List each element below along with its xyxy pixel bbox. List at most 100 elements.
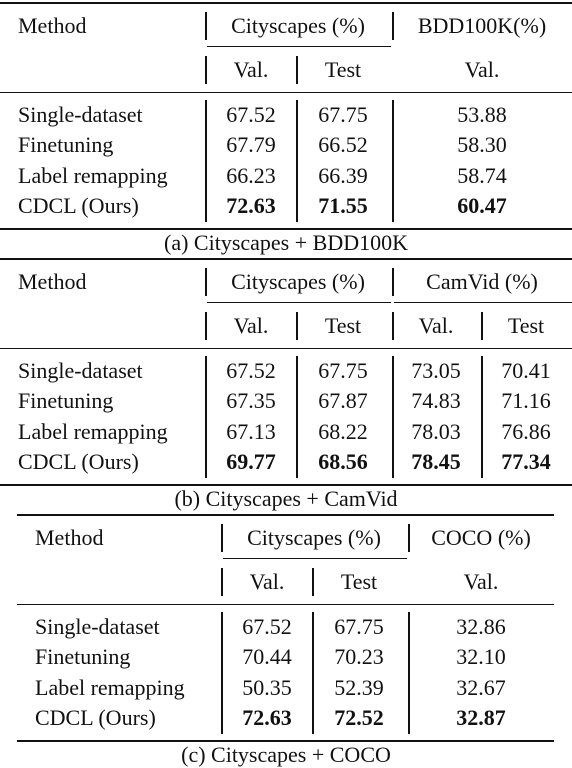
cell-value: 73.05 xyxy=(411,358,461,383)
cell-value: 71.16 xyxy=(501,388,551,413)
cell-value-best: 60.47 xyxy=(457,193,507,218)
subheader-val: Val. xyxy=(249,569,285,594)
row-method: Finetuning xyxy=(18,388,114,413)
row-method: Finetuning xyxy=(18,132,114,157)
body-divider xyxy=(221,612,223,734)
subheader-test: Test xyxy=(507,313,545,338)
subheader-val: Val. xyxy=(233,313,269,338)
bottom-rule xyxy=(0,228,572,230)
cell-value: 50.35 xyxy=(242,675,292,700)
group-header-bdd100k: BDD100K(%) xyxy=(417,13,547,38)
top-rule xyxy=(0,258,572,260)
table-b: Method Cityscapes (%) CamVid (%) Val. Te… xyxy=(0,256,572,512)
cell-value: 52.39 xyxy=(334,675,384,700)
cell-value: 66.52 xyxy=(318,132,368,157)
cell-value-best: 72.63 xyxy=(242,705,292,730)
row-method: Label remapping xyxy=(18,419,168,444)
cell-value-best: 71.55 xyxy=(318,193,368,218)
header-divider xyxy=(205,268,207,296)
method-header: Method xyxy=(18,13,87,38)
bottom-rule xyxy=(0,484,572,486)
top-rule xyxy=(17,514,554,516)
table-caption: (c) Cityscapes + COCO xyxy=(181,742,391,767)
body-divider xyxy=(205,100,207,222)
subheader-val: Val. xyxy=(418,313,454,338)
cell-value: 67.52 xyxy=(242,614,292,639)
subheader-test: Test xyxy=(340,569,378,594)
group-header-cityscapes: Cityscapes (%) xyxy=(247,525,381,550)
body-divider xyxy=(481,356,483,478)
table-caption: (a) Cityscapes + BDD100K xyxy=(164,230,408,255)
cell-value: 53.88 xyxy=(457,102,507,127)
subheader-divider xyxy=(221,568,223,596)
cell-value-best: 72.52 xyxy=(334,705,384,730)
cell-value: 70.44 xyxy=(242,644,292,669)
cell-value: 32.86 xyxy=(456,614,506,639)
cell-value: 67.75 xyxy=(318,102,368,127)
subheader-test: Test xyxy=(324,57,362,82)
header-divider xyxy=(392,268,394,296)
subheader-val: Val. xyxy=(233,57,269,82)
cell-value: 76.86 xyxy=(501,419,551,444)
subheader-val: Val. xyxy=(464,57,500,82)
cell-value: 58.74 xyxy=(457,163,507,188)
cell-value: 67.75 xyxy=(318,358,368,383)
table-a: Method Cityscapes (%) BDD100K(%) Val. Te… xyxy=(0,0,572,256)
subheader-val: Val. xyxy=(463,569,499,594)
row-method: CDCL (Ours) xyxy=(18,193,139,218)
mid-rule xyxy=(0,92,572,94)
cell-value: 66.23 xyxy=(226,163,276,188)
cell-value: 67.79 xyxy=(226,132,276,157)
row-method: Single-dataset xyxy=(18,102,143,127)
subheader-divider xyxy=(205,312,207,340)
group-header-camvid: CamVid (%) xyxy=(426,269,538,294)
top-rule xyxy=(0,2,572,4)
mid-rule xyxy=(0,348,572,350)
cell-value: 67.35 xyxy=(226,388,276,413)
body-divider xyxy=(392,100,394,222)
row-method: CDCL (Ours) xyxy=(18,449,139,474)
cell-value: 67.13 xyxy=(226,419,276,444)
bottom-rule xyxy=(17,740,554,742)
cell-value: 78.03 xyxy=(411,419,461,444)
row-method: CDCL (Ours) xyxy=(35,705,156,730)
row-method: Single-dataset xyxy=(18,358,143,383)
group-header-cityscapes: Cityscapes (%) xyxy=(231,13,365,38)
row-method: Label remapping xyxy=(18,163,168,188)
header-divider xyxy=(205,12,207,40)
subheader-divider xyxy=(296,56,298,84)
cell-value: 66.39 xyxy=(318,163,368,188)
cell-value-best: 72.63 xyxy=(226,193,276,218)
body-divider xyxy=(296,100,298,222)
body-divider xyxy=(392,356,394,478)
cell-value: 32.10 xyxy=(456,644,506,669)
cell-value: 67.75 xyxy=(334,614,384,639)
method-header: Method xyxy=(35,525,104,550)
subheader-test: Test xyxy=(324,313,362,338)
group-underline xyxy=(223,558,407,560)
body-divider xyxy=(205,356,207,478)
cell-value: 67.52 xyxy=(226,358,276,383)
table-caption: (b) Cityscapes + CamVid xyxy=(174,486,398,511)
group-header-cityscapes: Cityscapes (%) xyxy=(231,269,365,294)
subheader-divider xyxy=(392,312,394,340)
cell-value-best: 77.34 xyxy=(501,449,551,474)
body-divider xyxy=(296,356,298,478)
mid-rule xyxy=(17,604,554,606)
group-underline xyxy=(394,302,572,304)
cell-value-best: 68.56 xyxy=(318,449,368,474)
subheader-divider xyxy=(312,568,314,596)
cell-value: 67.87 xyxy=(318,388,368,413)
cell-value: 70.41 xyxy=(501,358,551,383)
table-c: Method Cityscapes (%) COCO (%) Val. Test… xyxy=(0,512,572,768)
cell-value-best: 69.77 xyxy=(226,449,276,474)
group-header-coco: COCO (%) xyxy=(431,525,531,550)
cell-value: 67.52 xyxy=(226,102,276,127)
subheader-divider xyxy=(481,312,483,340)
group-underline xyxy=(207,302,391,304)
cell-value: 58.30 xyxy=(457,132,507,157)
group-underline xyxy=(207,46,391,48)
body-divider xyxy=(408,612,410,734)
cell-value-best: 78.45 xyxy=(411,449,461,474)
row-method: Single-dataset xyxy=(35,614,160,639)
